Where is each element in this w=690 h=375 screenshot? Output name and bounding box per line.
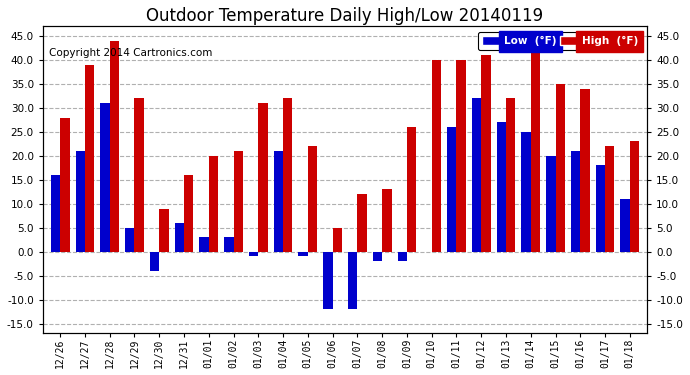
Bar xyxy=(184,175,193,252)
Bar xyxy=(159,209,168,252)
Bar xyxy=(522,132,531,252)
Bar xyxy=(60,117,70,252)
Bar xyxy=(175,223,184,252)
Bar xyxy=(595,165,605,252)
Bar xyxy=(233,151,243,252)
Text: Copyright 2014 Cartronics.com: Copyright 2014 Cartronics.com xyxy=(49,48,213,58)
Bar xyxy=(333,228,342,252)
Bar xyxy=(357,194,367,252)
Bar xyxy=(605,146,615,252)
Bar xyxy=(571,151,580,252)
Bar xyxy=(630,141,639,252)
Bar xyxy=(348,252,357,309)
Bar xyxy=(85,65,95,252)
Bar xyxy=(135,98,144,252)
Bar xyxy=(199,237,209,252)
Bar xyxy=(620,199,630,252)
Bar xyxy=(555,84,565,252)
Legend: Low  (°F), High  (°F): Low (°F), High (°F) xyxy=(478,32,642,50)
Bar xyxy=(531,31,540,252)
Title: Outdoor Temperature Daily High/Low 20140119: Outdoor Temperature Daily High/Low 20140… xyxy=(146,7,544,25)
Bar xyxy=(209,156,218,252)
Bar xyxy=(100,103,110,252)
Bar xyxy=(249,252,258,257)
Bar xyxy=(373,252,382,261)
Bar xyxy=(150,252,159,271)
Bar xyxy=(308,146,317,252)
Bar xyxy=(407,127,416,252)
Bar xyxy=(546,156,555,252)
Bar xyxy=(75,151,85,252)
Bar xyxy=(323,252,333,309)
Bar xyxy=(432,60,441,252)
Bar xyxy=(382,189,391,252)
Bar xyxy=(283,98,293,252)
Bar xyxy=(397,252,407,261)
Bar xyxy=(457,60,466,252)
Bar xyxy=(258,103,268,252)
Bar xyxy=(110,41,119,252)
Bar xyxy=(506,98,515,252)
Bar xyxy=(481,55,491,252)
Bar xyxy=(51,175,60,252)
Bar xyxy=(497,122,506,252)
Bar xyxy=(299,252,308,257)
Bar xyxy=(447,127,457,252)
Bar xyxy=(224,237,233,252)
Bar xyxy=(580,89,590,252)
Bar xyxy=(125,228,135,252)
Bar xyxy=(472,98,481,252)
Bar xyxy=(274,151,283,252)
